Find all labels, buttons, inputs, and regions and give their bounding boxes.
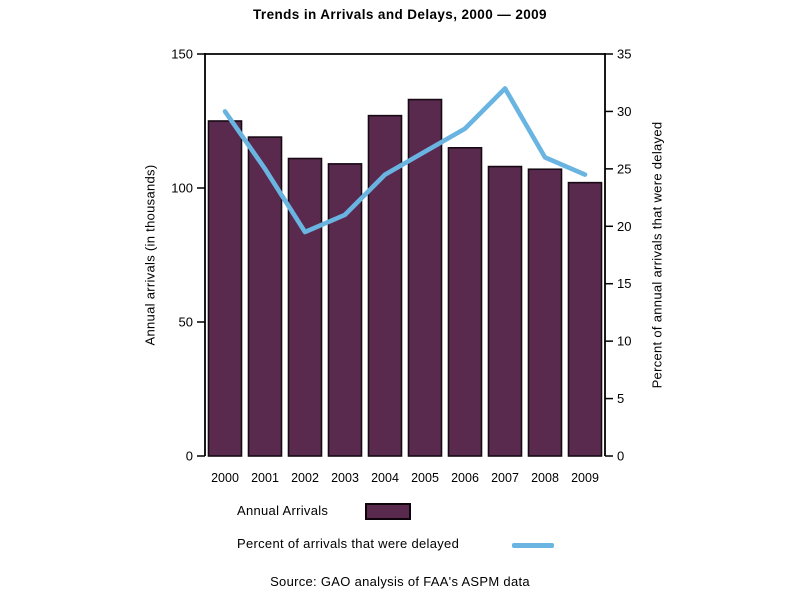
x-tick-label-2001: 2001 (251, 471, 279, 485)
x-tick-label-2009: 2009 (571, 471, 599, 485)
chart-title: Trends in Arrivals and Delays, 2000 — 20… (253, 7, 547, 22)
right-tick-label-30: 30 (617, 104, 631, 119)
legend-item-annual-arrivals: Annual Arrivals (237, 500, 657, 533)
right-tick-label-15: 15 (617, 276, 631, 291)
bar-2000 (207, 120, 243, 457)
right-tick-label-20: 20 (617, 219, 631, 234)
right-tick-label-10: 10 (617, 334, 631, 349)
bar-2007 (487, 165, 523, 457)
legend-label-annual-arrivals: Annual Arrivals (237, 503, 329, 518)
bar-2002 (287, 157, 323, 457)
left-tick-label-100: 100 (171, 181, 193, 196)
right-tick-label-0: 0 (617, 449, 624, 464)
right-tick-label-35: 35 (617, 47, 631, 62)
x-tick-label-2008: 2008 (531, 471, 559, 485)
left-tick-label-150: 150 (171, 47, 193, 62)
annual-arrivals-bar-swatch-icon (365, 503, 411, 520)
x-tick-label-2006: 2006 (451, 471, 479, 485)
x-tick-label-2005: 2005 (411, 471, 439, 485)
bar-2008 (527, 168, 563, 457)
x-tick-label-2002: 2002 (291, 471, 319, 485)
x-tick-label-2007: 2007 (491, 471, 519, 485)
right-tick-label-5: 5 (617, 391, 624, 406)
source-note: Source: GAO analysis of FAA's ASPM data (270, 574, 530, 589)
right-tick-label-25: 25 (617, 161, 631, 176)
legend-item-percent-delayed: Percent of arrivals that were delayed (237, 533, 657, 566)
percent-delayed-line-swatch-icon (512, 543, 554, 548)
x-tick-label-2000: 2000 (211, 471, 239, 485)
percent-delayed-line (222, 86, 588, 235)
bar-2003 (327, 163, 363, 457)
bar-2006 (447, 147, 483, 457)
x-tick-label-2004: 2004 (371, 471, 399, 485)
legend-label-percent-delayed: Percent of arrivals that were delayed (237, 536, 460, 551)
legend: Annual Arrivals Percent of arrivals that… (237, 500, 657, 566)
bar-2009 (567, 181, 603, 457)
left-tick-label-0: 0 (186, 449, 193, 464)
left-tick-label-50: 50 (179, 315, 193, 330)
x-tick-label-2003: 2003 (331, 471, 359, 485)
